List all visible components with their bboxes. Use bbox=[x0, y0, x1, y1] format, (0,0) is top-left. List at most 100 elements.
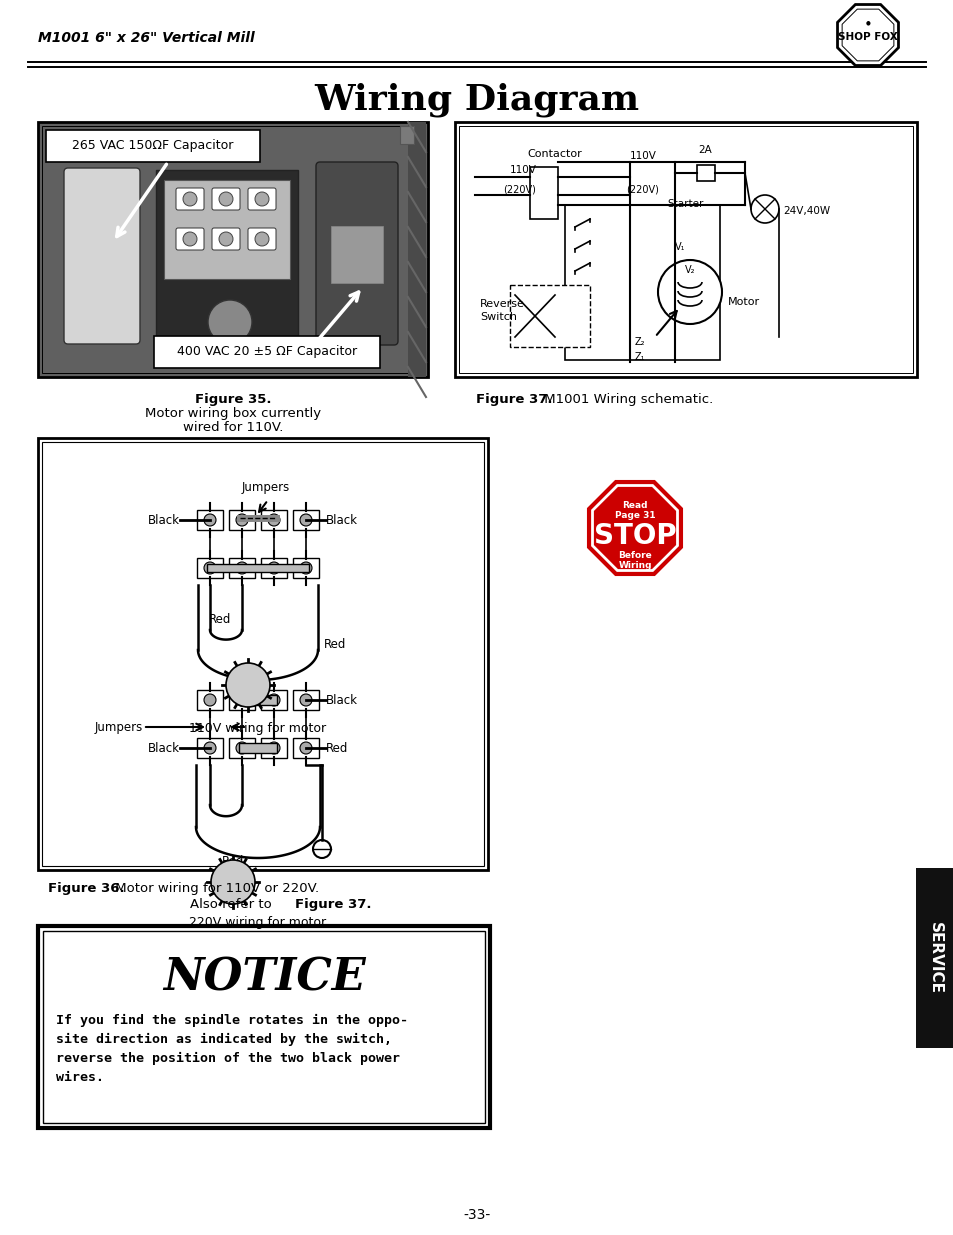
Text: 110V wiring for motor: 110V wiring for motor bbox=[190, 722, 326, 735]
Circle shape bbox=[208, 300, 252, 345]
Text: Read: Read bbox=[621, 501, 647, 510]
FancyBboxPatch shape bbox=[293, 558, 318, 578]
FancyBboxPatch shape bbox=[915, 868, 953, 1049]
FancyBboxPatch shape bbox=[38, 122, 428, 377]
Circle shape bbox=[204, 742, 215, 755]
Text: Starter: Starter bbox=[666, 199, 702, 209]
Text: Black: Black bbox=[326, 694, 357, 706]
Text: Contactor: Contactor bbox=[527, 149, 581, 159]
Text: Motor: Motor bbox=[727, 296, 760, 308]
FancyBboxPatch shape bbox=[38, 926, 490, 1128]
Text: Figure 35.: Figure 35. bbox=[194, 393, 271, 406]
FancyBboxPatch shape bbox=[399, 126, 414, 144]
Text: Wiring: Wiring bbox=[618, 562, 651, 571]
FancyBboxPatch shape bbox=[697, 165, 714, 182]
FancyBboxPatch shape bbox=[293, 690, 318, 710]
Text: 2A: 2A bbox=[698, 144, 711, 156]
Circle shape bbox=[254, 232, 269, 246]
FancyBboxPatch shape bbox=[207, 564, 309, 572]
FancyBboxPatch shape bbox=[156, 170, 297, 350]
FancyBboxPatch shape bbox=[458, 126, 912, 373]
Circle shape bbox=[226, 663, 270, 706]
Circle shape bbox=[299, 742, 312, 755]
Text: Reverse: Reverse bbox=[479, 299, 524, 309]
Text: STOP: STOP bbox=[593, 522, 676, 550]
Text: Figure 37.: Figure 37. bbox=[476, 393, 552, 406]
Text: Black: Black bbox=[148, 741, 180, 755]
FancyBboxPatch shape bbox=[43, 931, 484, 1123]
Text: ●: ● bbox=[864, 21, 869, 26]
Circle shape bbox=[219, 232, 233, 246]
Text: Before: Before bbox=[618, 552, 651, 561]
Text: 24V,40W: 24V,40W bbox=[782, 206, 829, 216]
FancyBboxPatch shape bbox=[212, 228, 240, 249]
FancyBboxPatch shape bbox=[46, 130, 260, 162]
Circle shape bbox=[254, 191, 269, 206]
FancyBboxPatch shape bbox=[510, 285, 589, 347]
Circle shape bbox=[268, 562, 280, 574]
Circle shape bbox=[268, 694, 280, 706]
Text: NOTICE: NOTICE bbox=[163, 956, 365, 999]
Text: Switch: Switch bbox=[479, 312, 517, 322]
Circle shape bbox=[204, 514, 215, 526]
Text: V₂: V₂ bbox=[684, 266, 695, 275]
Text: If you find the spindle rotates in the oppo-
site direction as indicated by the : If you find the spindle rotates in the o… bbox=[56, 1014, 408, 1084]
Text: V₁: V₁ bbox=[674, 242, 684, 252]
FancyBboxPatch shape bbox=[261, 510, 287, 530]
FancyBboxPatch shape bbox=[530, 167, 558, 219]
FancyBboxPatch shape bbox=[64, 168, 140, 345]
FancyBboxPatch shape bbox=[408, 122, 426, 377]
FancyBboxPatch shape bbox=[261, 739, 287, 758]
FancyBboxPatch shape bbox=[196, 739, 223, 758]
Text: Figure 36.: Figure 36. bbox=[48, 882, 125, 895]
Text: M1001 Wiring schematic.: M1001 Wiring schematic. bbox=[539, 393, 713, 406]
Text: wired for 110V.: wired for 110V. bbox=[183, 421, 283, 433]
FancyBboxPatch shape bbox=[261, 690, 287, 710]
FancyBboxPatch shape bbox=[164, 180, 290, 279]
Text: Red: Red bbox=[326, 741, 348, 755]
Text: Jumpers: Jumpers bbox=[242, 480, 290, 494]
FancyBboxPatch shape bbox=[196, 510, 223, 530]
Text: Z₁: Z₁ bbox=[634, 352, 644, 362]
FancyBboxPatch shape bbox=[239, 743, 276, 753]
FancyBboxPatch shape bbox=[239, 695, 276, 705]
Circle shape bbox=[268, 742, 280, 755]
Polygon shape bbox=[841, 9, 893, 61]
Text: M1001 6" x 26" Vertical Mill: M1001 6" x 26" Vertical Mill bbox=[38, 31, 254, 44]
FancyBboxPatch shape bbox=[212, 188, 240, 210]
FancyBboxPatch shape bbox=[175, 188, 204, 210]
Text: Figure 37.: Figure 37. bbox=[294, 898, 371, 911]
FancyBboxPatch shape bbox=[248, 188, 275, 210]
Text: Also refer to: Also refer to bbox=[190, 898, 275, 911]
Text: Motor wiring box currently: Motor wiring box currently bbox=[145, 408, 321, 420]
FancyBboxPatch shape bbox=[196, 558, 223, 578]
Circle shape bbox=[268, 514, 280, 526]
Text: Red: Red bbox=[209, 613, 231, 626]
Circle shape bbox=[235, 694, 248, 706]
FancyBboxPatch shape bbox=[229, 739, 254, 758]
Text: 220V wiring for motor: 220V wiring for motor bbox=[190, 916, 326, 929]
FancyBboxPatch shape bbox=[331, 226, 382, 283]
Text: Wiring Diagram: Wiring Diagram bbox=[314, 83, 639, 117]
Circle shape bbox=[235, 514, 248, 526]
Text: Red: Red bbox=[222, 855, 244, 868]
Circle shape bbox=[183, 191, 196, 206]
Circle shape bbox=[183, 232, 196, 246]
FancyBboxPatch shape bbox=[153, 336, 379, 368]
FancyBboxPatch shape bbox=[455, 122, 916, 377]
Text: 265 VAC 150ΩF Capacitor: 265 VAC 150ΩF Capacitor bbox=[72, 140, 233, 152]
FancyBboxPatch shape bbox=[629, 162, 675, 205]
Text: (220V): (220V) bbox=[626, 185, 659, 195]
Circle shape bbox=[204, 562, 215, 574]
FancyBboxPatch shape bbox=[229, 510, 254, 530]
Circle shape bbox=[219, 191, 233, 206]
Text: -33-: -33- bbox=[463, 1208, 490, 1221]
Circle shape bbox=[211, 860, 254, 904]
Text: Jumpers: Jumpers bbox=[94, 720, 143, 734]
FancyBboxPatch shape bbox=[293, 739, 318, 758]
FancyBboxPatch shape bbox=[229, 690, 254, 710]
Circle shape bbox=[235, 562, 248, 574]
FancyBboxPatch shape bbox=[229, 558, 254, 578]
Text: 110V: 110V bbox=[629, 151, 656, 161]
Text: Motor wiring for 110V or 220V.: Motor wiring for 110V or 220V. bbox=[111, 882, 319, 895]
